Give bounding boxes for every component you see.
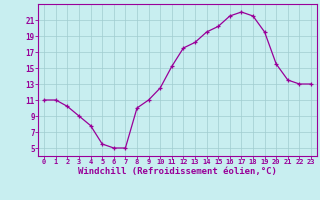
X-axis label: Windchill (Refroidissement éolien,°C): Windchill (Refroidissement éolien,°C) bbox=[78, 167, 277, 176]
